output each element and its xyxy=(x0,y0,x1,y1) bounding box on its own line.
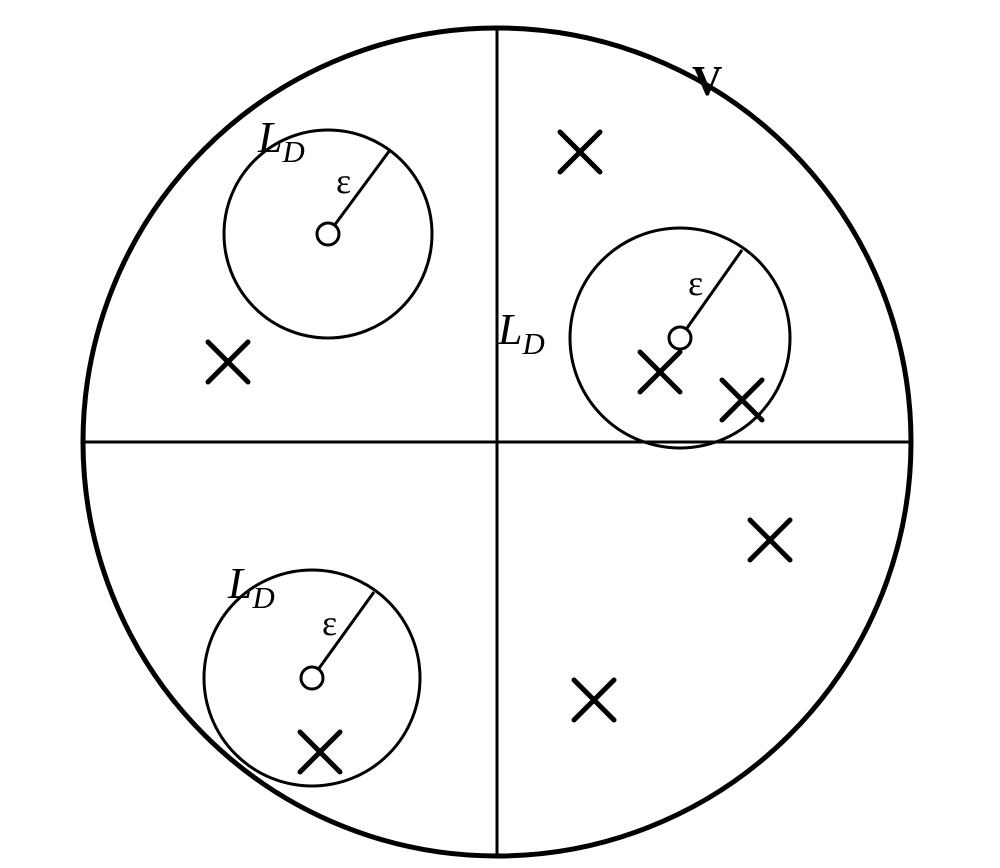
region-top-left-label-ld: LD xyxy=(258,112,305,170)
diagram-svg xyxy=(0,0,1000,868)
region-top-left-label-eps: ε xyxy=(336,160,351,202)
eps-text: ε xyxy=(322,603,337,643)
region-bottom-left-label-eps: ε xyxy=(322,602,337,644)
eps-text: ε xyxy=(688,263,703,303)
ld-main: L xyxy=(498,305,522,354)
region-right-label-ld: LD xyxy=(498,304,545,362)
region-top-left-center-marker xyxy=(317,223,339,245)
eps-text: ε xyxy=(336,161,351,201)
v-text: V xyxy=(692,59,722,105)
ld-main: L xyxy=(258,113,282,162)
region-right-center-marker xyxy=(669,327,691,349)
ld-main: L xyxy=(228,559,252,608)
ld-sub: D xyxy=(282,135,304,169)
ld-sub: D xyxy=(252,581,274,615)
diagram-stage: LDεLDεLDεV xyxy=(0,0,1000,868)
region-bottom-left-label-ld: LD xyxy=(228,558,275,616)
region-right-label-eps: ε xyxy=(688,262,703,304)
ld-sub: D xyxy=(522,327,544,361)
outer-label-v: V xyxy=(692,58,722,106)
region-bottom-left-center-marker xyxy=(301,667,323,689)
